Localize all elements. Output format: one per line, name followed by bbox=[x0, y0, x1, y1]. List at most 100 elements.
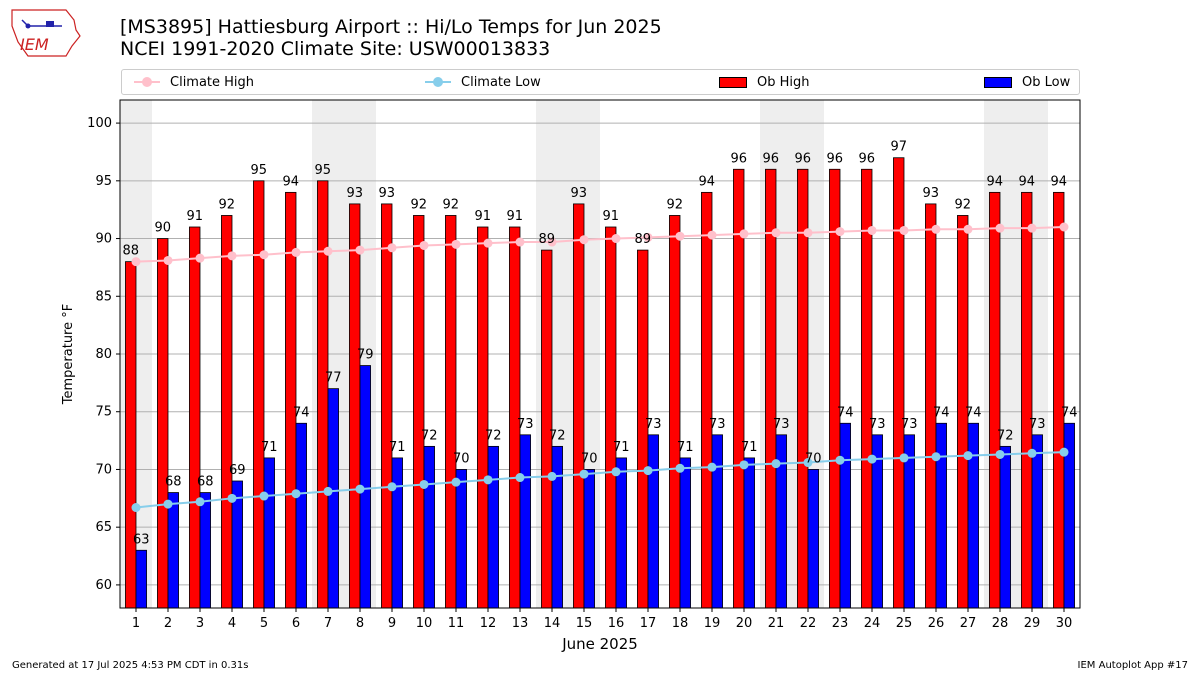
ob-high-label-5: 95 bbox=[250, 163, 267, 178]
legend-ob-low-patch bbox=[984, 76, 1012, 88]
ob-low-bar-10 bbox=[423, 445, 435, 609]
ob-low-label-27: 74 bbox=[965, 405, 982, 420]
ob-low-label-2: 68 bbox=[165, 475, 182, 490]
ob-low-label-6: 74 bbox=[293, 405, 310, 420]
x-tick-label-25: 25 bbox=[896, 616, 913, 631]
climate-high-point-5 bbox=[259, 250, 269, 260]
legend-climate-high-marker bbox=[134, 76, 160, 88]
ob-low-bar-27 bbox=[967, 422, 979, 609]
climate-low-point-19 bbox=[707, 462, 717, 472]
ob-low-bar-18 bbox=[679, 457, 691, 609]
climate-low-point-29 bbox=[1027, 448, 1037, 458]
climate-high-point-24 bbox=[867, 225, 877, 235]
ob-low-label-1: 63 bbox=[133, 532, 150, 547]
x-tick-label-24: 24 bbox=[864, 616, 881, 631]
climate-high-point-26 bbox=[931, 224, 941, 234]
ob-low-label-19: 73 bbox=[709, 417, 726, 432]
bars bbox=[125, 157, 1075, 609]
ob-high-bar-10 bbox=[413, 215, 425, 609]
ob-low-label-4: 69 bbox=[229, 463, 246, 478]
x-tick-label-8: 8 bbox=[356, 616, 364, 631]
ob-low-label-23: 74 bbox=[837, 405, 854, 420]
ob-high-label-24: 96 bbox=[858, 151, 875, 166]
generated-note: Generated at 17 Jul 2025 4:53 PM CDT in … bbox=[12, 660, 249, 671]
x-tick-label-14: 14 bbox=[544, 616, 561, 631]
ob-high-label-29: 94 bbox=[1018, 174, 1035, 189]
ob-low-label-22: 70 bbox=[805, 451, 822, 466]
climate-high-point-13 bbox=[515, 237, 525, 247]
ob-high-bar-1 bbox=[125, 261, 137, 609]
ob-low-label-16: 71 bbox=[613, 440, 630, 455]
climate-high-point-25 bbox=[899, 225, 909, 235]
legend-ob-low: Ob Low bbox=[984, 70, 1070, 94]
climate-low-point-22 bbox=[803, 458, 813, 468]
y-tick-label-100: 100 bbox=[87, 116, 112, 131]
ob-high-bar-11 bbox=[445, 215, 457, 609]
climate-low-point-14 bbox=[547, 471, 557, 481]
climate-low-point-24 bbox=[867, 454, 877, 464]
climate-high-point-15 bbox=[579, 235, 589, 245]
x-tick-label-5: 5 bbox=[260, 616, 268, 631]
ob-low-label-11: 70 bbox=[453, 451, 470, 466]
legend-ob-low-label: Ob Low bbox=[1022, 74, 1071, 90]
ob-high-label-2: 90 bbox=[154, 221, 171, 236]
ob-high-label-1: 88 bbox=[122, 244, 139, 259]
climate-low-point-17 bbox=[643, 466, 653, 476]
climate-high-point-3 bbox=[195, 253, 205, 263]
x-tick-label-1: 1 bbox=[132, 616, 140, 631]
ob-high-label-19: 94 bbox=[698, 174, 715, 189]
ob-high-bar-29 bbox=[1021, 191, 1033, 609]
ob-low-label-29: 73 bbox=[1029, 417, 1046, 432]
ob-low-bar-19 bbox=[711, 434, 723, 609]
ob-low-bar-7 bbox=[327, 388, 339, 609]
x-tick-label-19: 19 bbox=[704, 616, 721, 631]
x-tick-label-28: 28 bbox=[992, 616, 1009, 631]
ob-high-label-15: 93 bbox=[570, 186, 587, 201]
climate-low-point-27 bbox=[963, 451, 973, 461]
ob-high-label-27: 92 bbox=[954, 197, 971, 212]
ob-high-label-18: 92 bbox=[666, 197, 683, 212]
climate-high-point-2 bbox=[163, 255, 173, 265]
climate-low-point-28 bbox=[995, 449, 1005, 459]
climate-high-point-11 bbox=[451, 239, 461, 249]
climate-low-point-15 bbox=[579, 469, 589, 479]
y-axis-label: Temperature °F bbox=[61, 304, 76, 405]
legend: Climate High Climate Low Ob High Ob Low bbox=[121, 69, 1080, 95]
x-tick-label-2: 2 bbox=[164, 616, 172, 631]
title-line-2: NCEI 1991-2020 Climate Site: USW00013833 bbox=[120, 38, 551, 60]
ob-low-label-15: 70 bbox=[581, 451, 598, 466]
y-tick-label-60: 60 bbox=[95, 578, 112, 593]
x-tick-label-6: 6 bbox=[292, 616, 300, 631]
x-tick-label-22: 22 bbox=[800, 616, 817, 631]
climate-high-point-23 bbox=[835, 227, 845, 237]
x-tick-label-9: 9 bbox=[388, 616, 396, 631]
bar-value-labels: 88 63 90 68 91 68 92 69 95 71 94 74 95 77 93 79 93 71 92 72… bbox=[122, 140, 1077, 548]
ob-high-bar-3 bbox=[189, 226, 201, 609]
climate-high-point-19 bbox=[707, 230, 717, 240]
ob-high-label-10: 92 bbox=[410, 197, 427, 212]
ob-high-label-16: 91 bbox=[602, 209, 619, 224]
ob-low-bar-26 bbox=[935, 422, 947, 609]
ob-low-label-26: 74 bbox=[933, 405, 950, 420]
ob-low-label-28: 72 bbox=[997, 428, 1014, 443]
climate-high-point-9 bbox=[387, 243, 397, 253]
climate-high-line bbox=[135, 226, 1065, 263]
ob-high-label-4: 92 bbox=[218, 197, 235, 212]
ob-low-bar-17 bbox=[647, 434, 659, 609]
x-tick-label-30: 30 bbox=[1056, 616, 1073, 631]
ob-high-bar-30 bbox=[1053, 191, 1065, 609]
x-tick-label-3: 3 bbox=[196, 616, 204, 631]
climate-low-point-9 bbox=[387, 482, 397, 492]
legend-ob-high-label: Ob High bbox=[757, 74, 810, 90]
gridlines bbox=[120, 122, 1080, 586]
chart-title: [MS3895] Hattiesburg Airport :: Hi/Lo Te… bbox=[120, 16, 662, 60]
x-tick-label-16: 16 bbox=[608, 616, 625, 631]
climate-high-point-22 bbox=[803, 228, 813, 238]
climate-low-point-2 bbox=[163, 499, 173, 509]
x-tick-label-7: 7 bbox=[324, 616, 332, 631]
ob-high-bar-7 bbox=[317, 180, 329, 609]
ob-high-label-11: 92 bbox=[442, 197, 459, 212]
ob-high-bar-4 bbox=[221, 215, 233, 609]
ob-high-label-7: 95 bbox=[314, 163, 331, 178]
climate-high-point-28 bbox=[995, 223, 1005, 233]
